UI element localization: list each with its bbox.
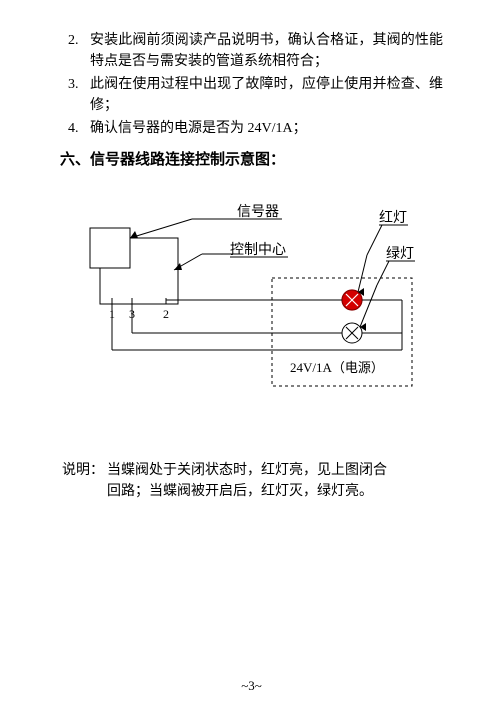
section-title: 六、信号器线路连接控制示意图： <box>60 149 443 172</box>
list-item: 4. 确认信号器的电源是否为 24V/1A； <box>90 118 443 139</box>
item-text: 确认信号器的电源是否为 24V/1A； <box>90 121 307 136</box>
item-number: 3. <box>68 74 79 95</box>
item-number: 2. <box>68 30 79 51</box>
explain-line: 回路；当蝶阀被开启后，红灯灭，绿灯亮。 <box>62 481 441 502</box>
svg-text:控制中心: 控制中心 <box>230 242 286 258</box>
instruction-list: 2. 安装此阀前须阅读产品说明书，确认合格证，其阀的性能特点是否与需安装的管道系… <box>60 30 443 139</box>
explain-label: 说明： <box>62 460 107 481</box>
explanation: 说明：当蝶阀处于关闭状态时，红灯亮，见上图闭合 回路；当蝶阀被开启后，红灯灭，绿… <box>60 460 443 502</box>
item-text: 此阀在使用过程中出现了故障时，应停止使用并检查、维修； <box>90 77 443 113</box>
page: 2. 安装此阀前须阅读产品说明书，确认合格证，其阀的性能特点是否与需安装的管道系… <box>0 0 503 711</box>
svg-text:红灯: 红灯 <box>379 210 407 226</box>
diagram-container: 信号器红灯绿灯控制中心13224V/1A（电源） <box>60 200 443 420</box>
svg-text:绿灯: 绿灯 <box>386 246 414 262</box>
explain-text: 回路；当蝶阀被开启后，红灯灭，绿灯亮。 <box>107 484 373 499</box>
list-item: 2. 安装此阀前须阅读产品说明书，确认合格证，其阀的性能特点是否与需安装的管道系… <box>90 30 443 72</box>
svg-text:24V/1A（电源）: 24V/1A（电源） <box>290 360 384 375</box>
explain-text: 当蝶阀处于关闭状态时，红灯亮，见上图闭合 <box>107 463 387 478</box>
explain-line: 说明：当蝶阀处于关闭状态时，红灯亮，见上图闭合 <box>62 460 441 481</box>
svg-text:2: 2 <box>163 307 169 321</box>
wiring-diagram: 信号器红灯绿灯控制中心13224V/1A（电源） <box>82 200 422 420</box>
list-item: 3. 此阀在使用过程中出现了故障时，应停止使用并检查、维修； <box>90 74 443 116</box>
item-text: 安装此阀前须阅读产品说明书，确认合格证，其阀的性能特点是否与需安装的管道系统相符… <box>90 33 443 69</box>
item-number: 4. <box>68 118 79 139</box>
page-number: ~3~ <box>0 676 503 696</box>
svg-text:信号器: 信号器 <box>237 204 279 220</box>
